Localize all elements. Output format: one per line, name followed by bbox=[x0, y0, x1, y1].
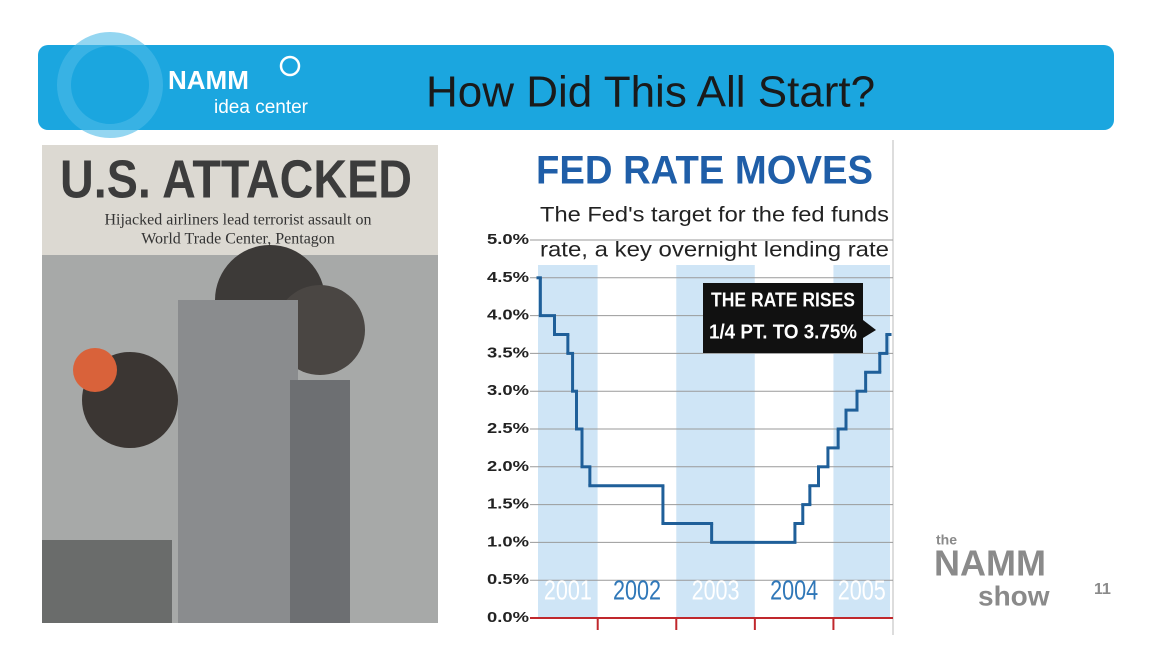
x-category-label: 2001 bbox=[544, 574, 592, 605]
chart-title: FED RATE MOVES bbox=[536, 149, 873, 193]
subhead: World Trade Center, Pentagon bbox=[141, 231, 335, 248]
headline: U.S. ATTACKED bbox=[60, 149, 412, 209]
y-tick-label: 3.5% bbox=[487, 344, 529, 361]
footer-logo-number: 11 bbox=[1094, 581, 1111, 598]
subhead: Hijacked airliners lead terrorist assaul… bbox=[104, 212, 371, 229]
footer-logo-brand: NAMM bbox=[934, 543, 1046, 584]
annotation: 1/4 PT. TO 3.75% bbox=[709, 321, 857, 343]
footer-logo-word: show bbox=[978, 580, 1050, 611]
x-category-label: 2003 bbox=[692, 574, 740, 605]
x-category-label: 2005 bbox=[838, 574, 886, 605]
header-bar bbox=[38, 45, 1114, 130]
x-category-label: 2004 bbox=[770, 574, 818, 605]
fire bbox=[73, 348, 117, 392]
chart-subtitle: rate, a key overnight lending rate bbox=[540, 239, 889, 262]
footer-logo-small: the bbox=[936, 532, 957, 548]
y-tick-label: 2.0% bbox=[487, 458, 529, 475]
chart-subtitle: The Fed's target for the fed funds bbox=[540, 204, 889, 227]
logo-bulb bbox=[279, 55, 301, 77]
logo-swirl bbox=[57, 32, 163, 138]
tower bbox=[178, 300, 298, 623]
year-band bbox=[597, 265, 677, 618]
logo-sub: idea center bbox=[214, 97, 309, 118]
y-tick-label: 3.0% bbox=[487, 382, 529, 399]
skyline bbox=[42, 540, 172, 623]
annotation-pointer bbox=[863, 320, 876, 338]
tower bbox=[290, 380, 350, 623]
slide-title: How Did This All Start? bbox=[426, 68, 875, 117]
y-tick-label: 2.5% bbox=[487, 420, 529, 437]
y-tick-label: 4.5% bbox=[487, 269, 529, 286]
logo-brand: NAMM bbox=[168, 65, 249, 95]
annotation: THE RATE RISES bbox=[711, 289, 855, 311]
year-band bbox=[538, 265, 598, 618]
annotation-box bbox=[703, 283, 863, 353]
y-tick-label: 5.0% bbox=[487, 231, 529, 248]
y-tick-label: 0.5% bbox=[487, 571, 529, 588]
y-tick-label: 4.0% bbox=[487, 307, 529, 324]
y-tick-label: 1.5% bbox=[487, 496, 529, 513]
y-tick-label: 0.0% bbox=[487, 609, 529, 626]
y-tick-label: 1.0% bbox=[487, 533, 529, 550]
x-category-label: 2002 bbox=[613, 574, 661, 605]
